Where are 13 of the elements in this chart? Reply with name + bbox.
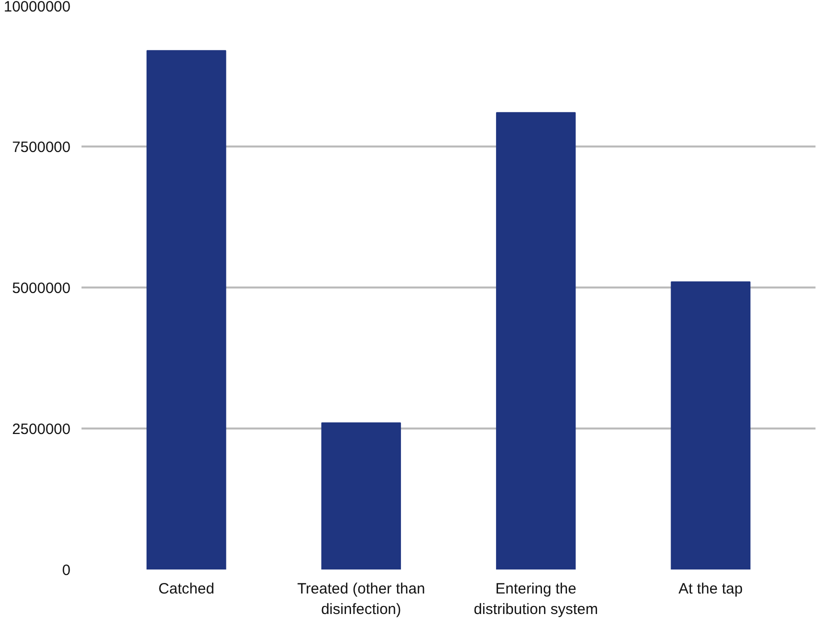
- x-tick-label: Entering the distribution system: [474, 580, 598, 618]
- y-tick-label: 5000000: [12, 280, 71, 297]
- bar: [321, 422, 401, 570]
- y-tick-label: 7500000: [12, 139, 71, 156]
- x-tick-label: Treated (other than disinfection): [297, 580, 426, 618]
- x-tick-label: At the tap: [678, 580, 743, 598]
- y-tick-label: 10000000: [4, 0, 71, 16]
- bar: [670, 281, 750, 570]
- y-tick-label: 2500000: [12, 421, 71, 438]
- bar: [496, 112, 576, 570]
- y-tick-label: 0: [62, 562, 70, 579]
- x-tick-label: Catched: [158, 580, 214, 598]
- bar: [146, 50, 226, 570]
